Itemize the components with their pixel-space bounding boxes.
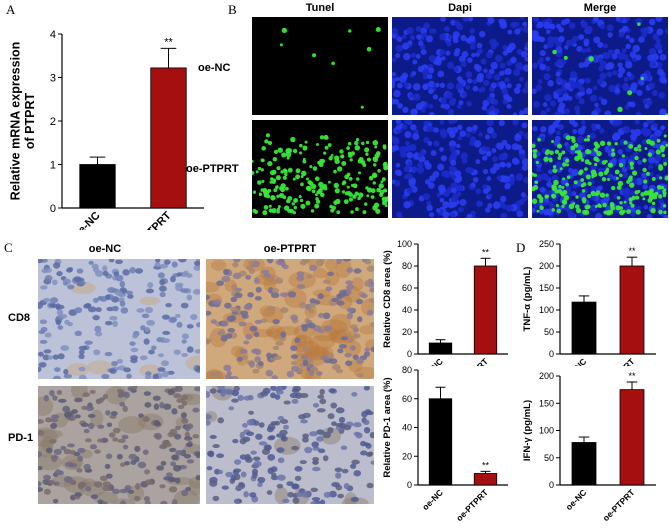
bar-oe-ptprt: [619, 389, 645, 486]
y-tick-label: 0: [50, 203, 56, 215]
category-label: oe-NC: [564, 487, 589, 512]
y-axis-label: Relative CD8 area (%): [382, 250, 393, 348]
category-label: oe-NC: [420, 356, 445, 366]
category-label: oe-NC: [564, 356, 589, 366]
significance-marker: **: [628, 371, 636, 381]
micrograph-texture: [532, 120, 668, 218]
ihc-image-cd8-oe-nc: [38, 259, 200, 379]
chart-ifn: 0 50 100 150 200 IFN-γ (pg/mL) oe-NC ** oe-PTPRT: [522, 371, 656, 523]
merge-image-oe-nc: [532, 17, 668, 115]
bar-oe-ptprt: [473, 473, 498, 486]
y-tick-label: 0: [407, 480, 412, 490]
y-tick-label: 80: [402, 261, 412, 271]
y-tick-label: 60: [402, 394, 412, 404]
category-label: oe-NC: [71, 210, 102, 230]
panel-label-d: D: [516, 240, 526, 255]
y-tick-label: 0: [549, 349, 554, 359]
col-header-tunel: Tunel: [305, 2, 335, 14]
bar-oe-nc: [79, 164, 116, 209]
y-axis-label: Relative mRNA expressionof PTPRT: [9, 42, 37, 201]
bar-oe-nc: [571, 301, 597, 355]
y-tick-label: 20: [402, 327, 412, 337]
micrograph-texture: [532, 17, 668, 115]
bar-oe-ptprt: [150, 67, 187, 209]
row-label-cd8: CD8: [8, 312, 31, 324]
bar-oe-ptprt: [619, 265, 645, 355]
col-header-oe-nc-c: oe-NC: [88, 243, 122, 255]
micrograph-texture: [279, 26, 381, 109]
bar-oe-nc: [428, 398, 453, 486]
row-label-pd1: PD-1: [8, 432, 34, 444]
panel-label-c: C: [4, 240, 13, 255]
y-tick-label: 2: [50, 116, 56, 128]
dapi-image-oe-ptprt: [392, 120, 528, 218]
col-header-oe-ptprt-c: oe-PTPRT: [263, 243, 317, 255]
y-tick-label: 200: [539, 261, 554, 271]
row-label-oe-nc-b: oe-NC: [198, 62, 231, 74]
ihc-texture: [206, 259, 374, 379]
y-tick-label: 40: [402, 305, 412, 315]
y-tick-label: 0: [549, 480, 554, 490]
panel-label-b: B: [228, 2, 237, 17]
y-axis-label: Relative PD-1 area (%): [382, 377, 393, 477]
y-axis-label: IFN-γ (pg/mL): [522, 400, 533, 461]
dapi-image-oe-nc: [392, 17, 528, 115]
y-tick-label: 100: [397, 239, 412, 249]
bar-oe-nc: [428, 342, 453, 355]
chart-a: 0 1 2 3 4 Relative mRNA expressionof PTPRT oe-…: [9, 29, 204, 230]
y-tick-label: 40: [402, 423, 412, 433]
y-tick-label: 150: [539, 283, 554, 293]
merge-image-oe-ptprt: [532, 120, 668, 218]
tunel-image-oe-nc: [252, 17, 388, 115]
row-label-oe-ptprt-b: oe-PTPRT: [186, 163, 239, 175]
y-tick-label: 100: [539, 305, 554, 315]
ihc-image-cd8-oe-ptprt: [206, 259, 374, 379]
y-tick-label: 100: [539, 426, 554, 436]
ihc-image-pd1-oe-ptprt: [206, 386, 374, 504]
y-tick-label: 80: [402, 365, 412, 375]
col-header-merge: Merge: [583, 2, 617, 14]
category-label: oe-PTPRT: [601, 487, 637, 523]
ihc-texture: [206, 386, 374, 504]
category-label: oe-PTPRT: [454, 487, 490, 523]
significance-marker: **: [628, 246, 636, 256]
significance-marker: **: [482, 460, 490, 470]
y-tick-label: 20: [402, 451, 412, 461]
ihc-texture: [38, 259, 200, 379]
y-tick-label: 1: [50, 159, 56, 171]
y-tick-label: 250: [539, 239, 554, 249]
col-header-dapi: Dapi: [448, 2, 472, 14]
significance-marker: **: [164, 36, 173, 48]
ihc-image-pd1-oe-nc: [38, 386, 200, 504]
micrograph-texture: [252, 133, 388, 216]
y-tick-label: 150: [539, 398, 554, 408]
tunel-image-oe-ptprt: [252, 120, 388, 218]
chart-cd8-area: 0 20 40 60 80 100 Relative CD8 area (%) oe-NC **…: [382, 239, 508, 366]
micrograph-texture: [392, 120, 528, 218]
ihc-texture: [38, 386, 200, 504]
y-tick-label: 0: [407, 349, 412, 359]
y-tick-label: 50: [544, 327, 554, 337]
bar-oe-nc: [571, 442, 597, 486]
significance-marker: **: [482, 247, 490, 257]
category-label: oe-NC: [420, 487, 445, 512]
y-tick-label: 200: [539, 371, 554, 381]
y-tick-label: 4: [50, 29, 56, 41]
y-tick-label: 50: [544, 453, 554, 463]
micrograph-texture: [392, 17, 528, 115]
bar-oe-ptprt: [473, 265, 498, 355]
panel-label-a: A: [6, 2, 16, 17]
y-axis-label: TNF-α (pg/mL): [522, 267, 533, 332]
y-tick-label: 3: [50, 72, 56, 84]
chart-pd1-area: 0 20 40 60 80 Relative PD-1 area (%) oe-NC ** oe…: [382, 365, 508, 523]
y-tick-label: 60: [402, 283, 412, 293]
category-label: oe-PTPRT: [128, 209, 174, 230]
